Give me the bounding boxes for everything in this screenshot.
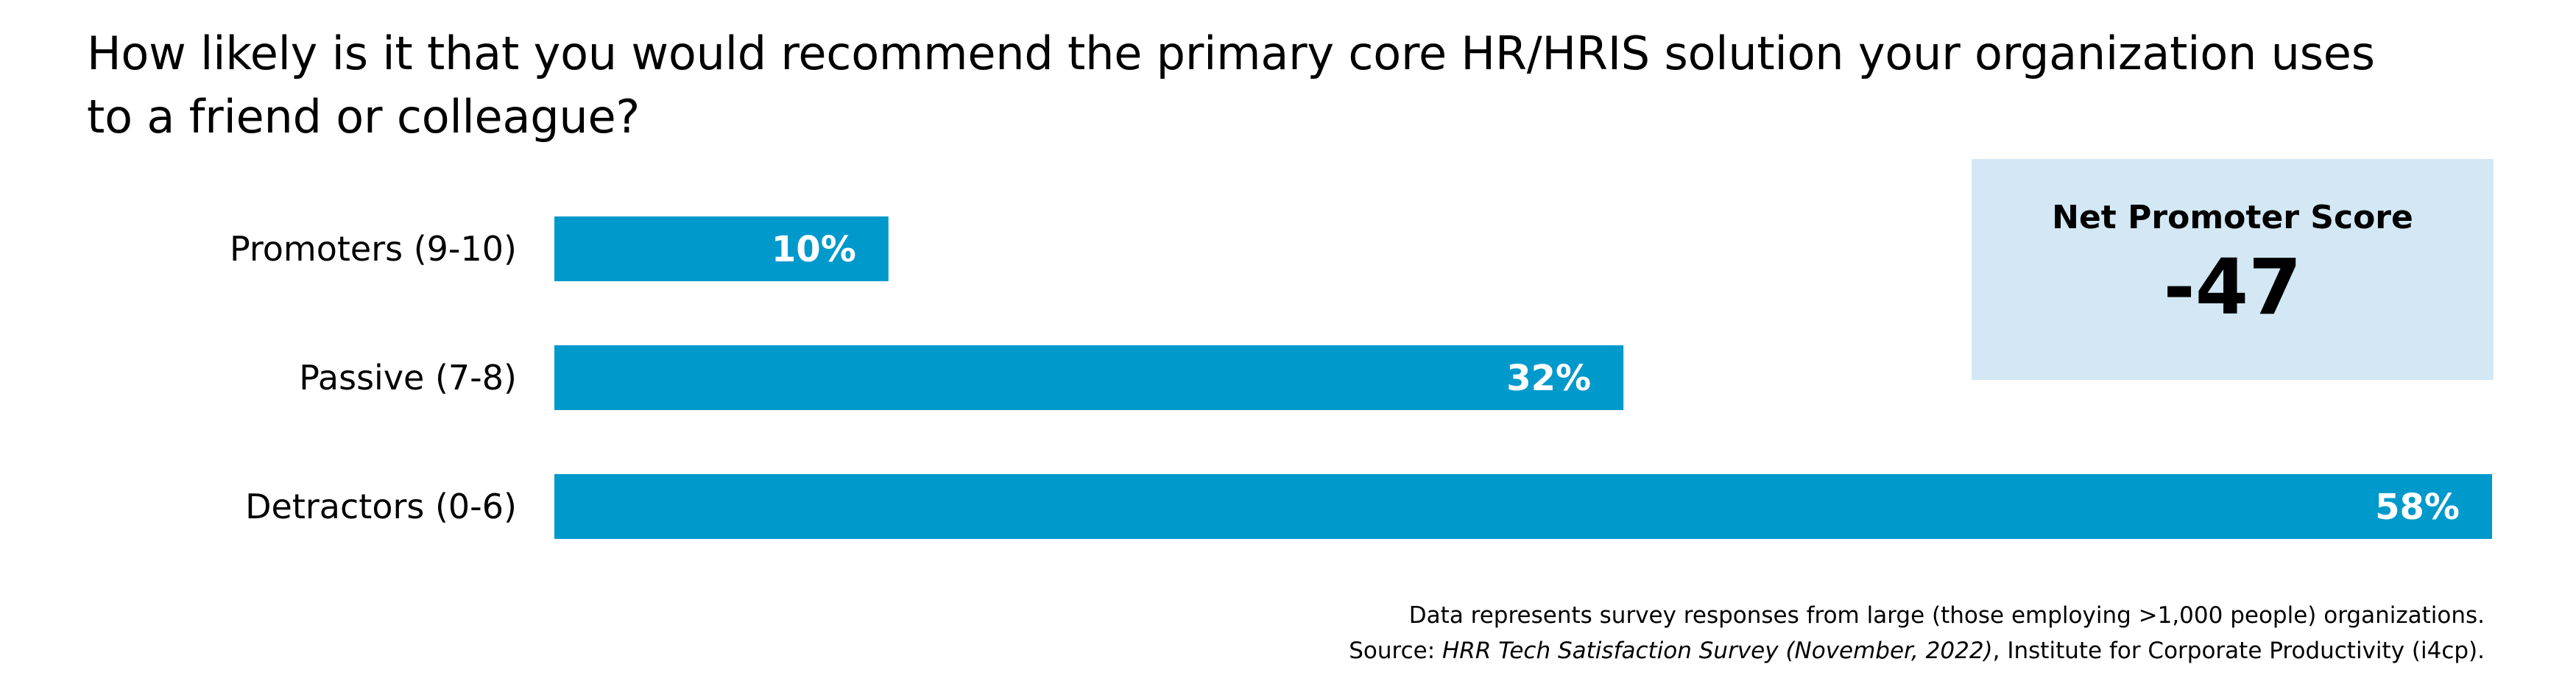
category-label-2: Detractors (0-6) [245, 487, 517, 526]
chart-title: How likely is it that you would recommen… [87, 27, 2375, 144]
bar-1 [554, 345, 1624, 410]
nps-box: Net Promoter Score -47 [1972, 159, 2494, 380]
source-suffix: , Institute for Corporate Productivity (… [1992, 638, 2485, 664]
value-label-0: 10% [772, 229, 856, 270]
source-line: Source: HRR Tech Satisfaction Survey (No… [1349, 633, 2485, 668]
nps-label: Net Promoter Score [2052, 199, 2413, 236]
value-label-2: 58% [2375, 487, 2460, 528]
nps-value: -47 [2163, 242, 2302, 332]
footnote: Data represents survey responses from la… [1349, 598, 2485, 668]
bar-2 [554, 474, 2492, 539]
source-title: HRR Tech Satisfaction Survey (November, … [1442, 638, 1993, 664]
value-label-1: 32% [1506, 358, 1591, 399]
category-label-0: Promoters (9-10) [230, 229, 517, 269]
category-label-1: Passive (7-8) [299, 358, 517, 398]
bar-0 [554, 216, 889, 281]
footnote-line: Data represents survey responses from la… [1408, 602, 2485, 629]
source-prefix: Source: [1349, 638, 1442, 664]
